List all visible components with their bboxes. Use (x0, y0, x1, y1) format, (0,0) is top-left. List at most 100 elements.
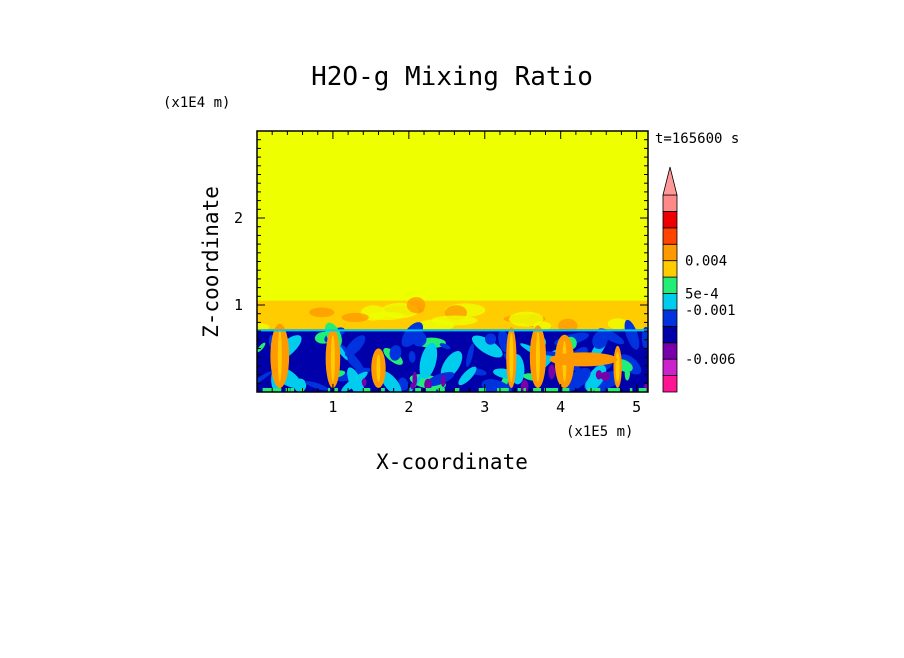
colorbar-label: -0.001 (685, 303, 736, 319)
transition-eddy (508, 311, 544, 327)
surface-fringe (480, 388, 486, 392)
surface-fringe (363, 388, 367, 392)
transition-eddy (607, 318, 628, 330)
plume-core (535, 331, 540, 382)
surface-fringe (517, 388, 521, 392)
colorbar-segment (662, 227, 678, 245)
turbulent-patch (466, 343, 474, 367)
colorbar-segment (662, 309, 678, 327)
x-tick-label: 2 (404, 398, 413, 416)
colorbar-segment (662, 194, 678, 212)
turbulent-patch (624, 319, 640, 350)
colorbar-segment (662, 276, 678, 294)
x-tick-label: 1 (328, 398, 337, 416)
x-tick-label: 4 (556, 398, 565, 416)
colorbar-label: 5e-4 (685, 287, 719, 303)
x-tick-label: 3 (480, 398, 489, 416)
colorbar-segment (662, 375, 678, 393)
turbulent-patch (344, 335, 366, 357)
surface-fringe (544, 388, 550, 392)
moist-sheet (549, 352, 618, 367)
surface-fringe (431, 388, 437, 392)
colorbar-label: 0.004 (685, 254, 727, 270)
dry-speck (440, 374, 446, 387)
transition-eddy (406, 297, 426, 314)
surface-fringe (629, 388, 633, 392)
turbulent-patch (419, 342, 438, 379)
colorbar-segment (662, 243, 678, 262)
colorbar-segment (662, 325, 678, 344)
dry-speck (361, 378, 367, 387)
surface-fringe (594, 388, 601, 392)
axis-ticks: 1 2 3 4 5 1 2 (234, 131, 648, 416)
turbulent-patch (401, 322, 424, 348)
turbulent-patch (481, 379, 513, 392)
dry-speck (412, 371, 418, 387)
plume-core (376, 354, 381, 382)
dry-speck (548, 364, 556, 380)
dry-speck (600, 371, 611, 381)
dry-speck (520, 379, 529, 392)
turbulent-patch (439, 343, 451, 350)
surface-fringe (562, 388, 570, 392)
transition-eddy (257, 323, 270, 332)
transition-eddy (369, 311, 405, 321)
time-label: t=165600 s (655, 131, 739, 147)
dry-speck (424, 378, 432, 391)
surface-fringe (381, 388, 385, 392)
surface-fringe (425, 388, 432, 392)
turbulent-patch (597, 328, 625, 345)
surface-fringe (277, 388, 282, 392)
surface-fringe (554, 388, 559, 392)
y-axis-label: Z-coordinate (199, 186, 223, 338)
turbulent-patch (425, 371, 455, 387)
surface-fringe (415, 388, 421, 392)
surface-fringe (613, 388, 620, 392)
surface-fringe (454, 388, 460, 392)
surface-fringe (533, 388, 542, 392)
surface-fringe (334, 388, 338, 392)
colorbar: 0.004 5e-4-0.001 -0.006 (662, 166, 736, 393)
surface-fringe (501, 388, 508, 392)
surface-fringe (327, 388, 331, 392)
plume-core (330, 335, 335, 382)
transition-eddy (431, 315, 478, 326)
plume-core (509, 332, 514, 383)
colorbar-segment (662, 293, 678, 311)
turbulent-patch (564, 367, 591, 391)
x-axis-label: X-coordinate (376, 450, 528, 474)
turbulent-patch (440, 351, 463, 379)
surface-fringe (365, 388, 371, 392)
plume-core (615, 351, 620, 383)
transition-eddy (341, 312, 369, 323)
chart-title: H2O-g Mixing Ratio (311, 62, 593, 92)
turbulent-patch (305, 381, 329, 391)
turbulent-patch (472, 338, 488, 347)
y-tick-label: 2 (234, 209, 243, 227)
surface-fringe (548, 388, 556, 392)
turbulent-patch (380, 371, 402, 392)
turbulent-patch (408, 351, 416, 363)
colorbar-extension (662, 166, 678, 196)
colorbar-label: -0.006 (685, 352, 736, 368)
turbulent-patch (458, 366, 477, 386)
turbulent-patch (389, 345, 402, 361)
surface-fringe (437, 388, 445, 392)
plume-core (277, 329, 282, 383)
surface-fringe (290, 388, 295, 392)
dry-speck (595, 370, 603, 380)
x-multiplier: (x1E5 m) (566, 424, 633, 440)
x-tick-label: 5 (632, 398, 641, 416)
surface-fringe (523, 388, 526, 392)
colorbar-segment (662, 358, 678, 376)
surface-fringe (608, 388, 616, 392)
surface-fringe (268, 388, 276, 392)
y-tick-label: 1 (234, 296, 243, 314)
colorbar-segment (662, 211, 678, 229)
turbulent-patch (257, 342, 266, 353)
colorbar-segment (662, 342, 678, 360)
surface-fringe (262, 388, 270, 392)
colorbar-segment (662, 260, 678, 278)
turbulent-patch (484, 333, 497, 345)
